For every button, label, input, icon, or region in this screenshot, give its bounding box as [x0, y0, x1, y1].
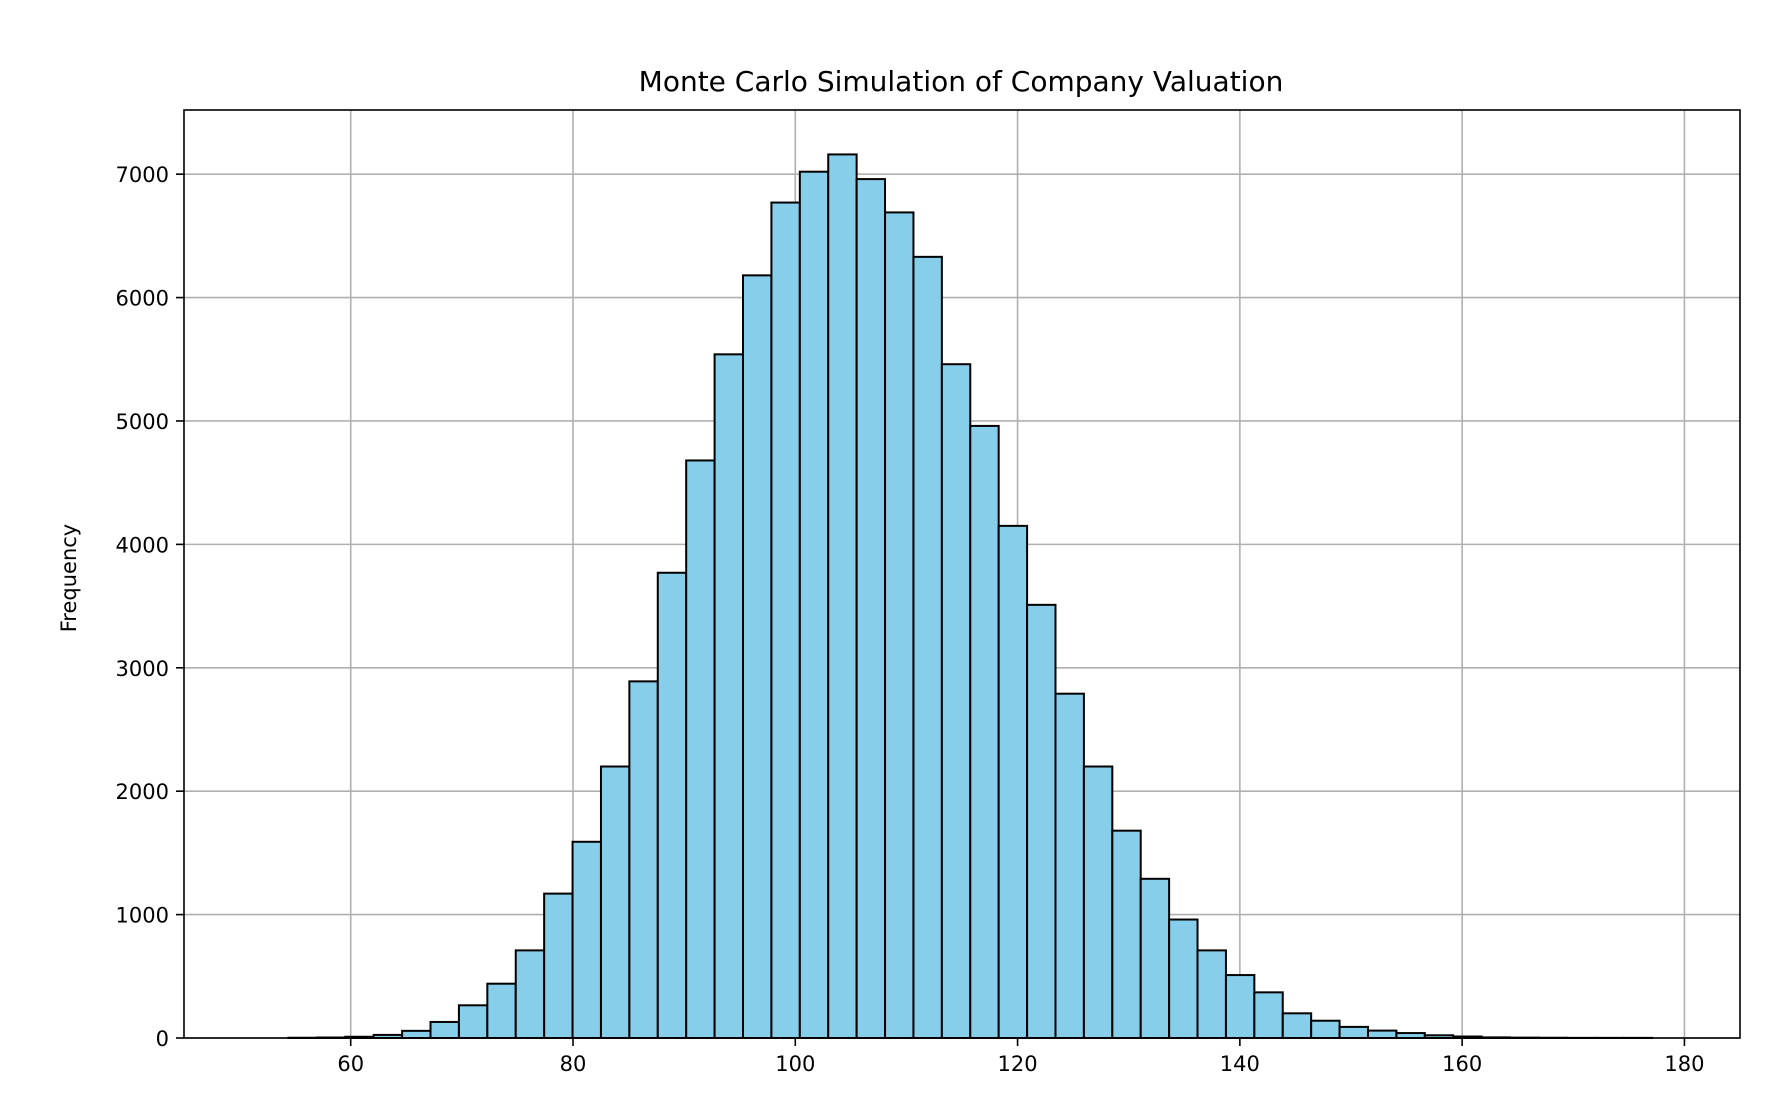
x-tick-label: 140	[1220, 1052, 1260, 1076]
histogram-bar	[571, 840, 602, 1039]
y-tick-label: 5000	[116, 410, 169, 434]
histogram-bar	[1281, 1012, 1313, 1040]
histogram-bar	[1054, 692, 1085, 1040]
histogram-bar	[599, 765, 631, 1039]
histogram-bar	[1224, 974, 1256, 1040]
x-tick-label: 60	[337, 1052, 364, 1076]
x-tick-label: 160	[1442, 1052, 1482, 1076]
histogram-bar	[1366, 1029, 1398, 1039]
histogram-bar	[514, 949, 546, 1040]
histogram-bar	[1139, 877, 1171, 1040]
histogram-bar	[401, 1029, 432, 1039]
histogram-bar	[429, 1020, 460, 1040]
histogram-bar	[969, 424, 1000, 1039]
y-tick-label: 3000	[116, 657, 169, 681]
histogram-bar	[1338, 1025, 1369, 1040]
y-tick-label: 7000	[116, 163, 169, 187]
y-tick-label: 1000	[116, 904, 169, 928]
chart-title: Monte Carlo Simulation of Company Valuat…	[639, 65, 1284, 98]
histogram-bar	[1111, 829, 1142, 1039]
histogram-bar	[1082, 765, 1114, 1039]
histogram-bar	[628, 680, 659, 1039]
y-axis-label: Frequency	[57, 524, 81, 633]
histogram-bar	[884, 211, 915, 1039]
histogram-bar	[457, 1004, 489, 1039]
y-tick-label: 2000	[116, 780, 169, 804]
x-tick-label: 100	[775, 1052, 815, 1076]
histogram-bar	[742, 274, 773, 1039]
y-tick-label: 4000	[116, 533, 169, 557]
histogram-bar	[912, 255, 943, 1039]
histogram-bar	[855, 178, 887, 1039]
x-tick-label: 80	[560, 1052, 587, 1076]
histogram-bar	[940, 363, 972, 1039]
x-tick-label: 180	[1664, 1052, 1704, 1076]
histogram-bar	[1196, 949, 1227, 1040]
histogram-bar	[1310, 1019, 1341, 1039]
histogram-bar	[713, 353, 745, 1039]
histogram-bar	[486, 982, 517, 1040]
histogram-bar	[1026, 603, 1057, 1039]
plot-area-frame	[183, 109, 1741, 1039]
histogram-bar	[997, 524, 1029, 1039]
x-tick-label: 120	[998, 1052, 1038, 1076]
y-tick-label: 0	[156, 1027, 169, 1051]
histogram-bar	[1253, 991, 1284, 1040]
histogram-bar	[656, 571, 688, 1039]
ticks-layer: 60 80 100 120 140 160 180 0 1000 2000 3000 4000 5000…	[116, 163, 1705, 1076]
histogram-bar	[798, 170, 830, 1039]
histogram-bar	[543, 892, 574, 1039]
histogram-bar	[685, 459, 716, 1039]
bars-layer	[287, 153, 1654, 1040]
histogram-bar	[770, 201, 801, 1040]
histogram-bar	[1168, 918, 1199, 1040]
y-tick-label: 6000	[116, 287, 169, 311]
histogram-bar	[827, 153, 858, 1039]
